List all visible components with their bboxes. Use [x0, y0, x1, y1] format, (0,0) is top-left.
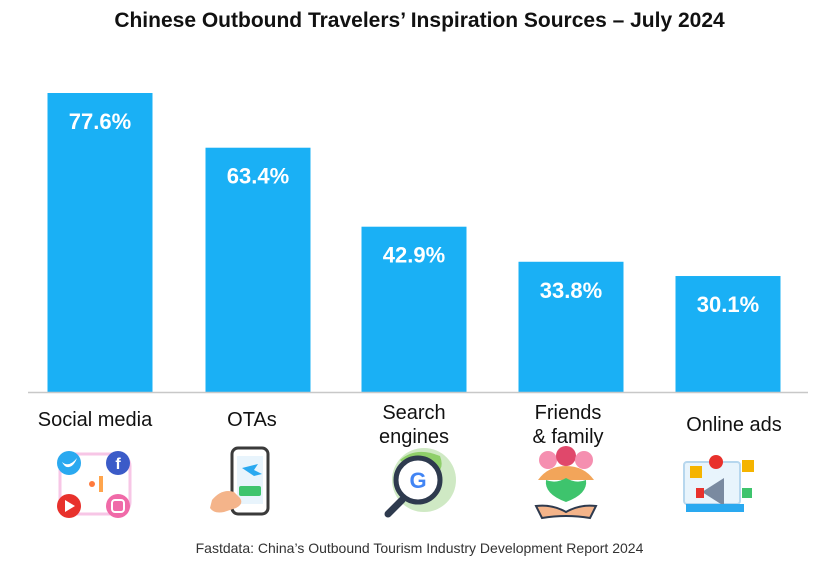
- social-media-icon: f: [57, 451, 132, 518]
- bar-value-label: 30.1%: [697, 292, 759, 317]
- category-label: Social media: [38, 409, 153, 431]
- category-icons: f G: [57, 446, 754, 520]
- bar-value-label: 33.8%: [540, 278, 602, 303]
- category-label: Online ads: [686, 414, 782, 436]
- source-note: Fastdata: China’s Outbound Tourism Indus…: [195, 540, 644, 556]
- bar-value-label: 42.9%: [383, 243, 445, 268]
- bar-5: [675, 276, 781, 392]
- svg-text:G: G: [409, 468, 426, 493]
- bar-4: [518, 261, 624, 392]
- category-label: OTAs: [227, 409, 277, 431]
- bar-value-label: 77.6%: [69, 109, 131, 134]
- chart-title: Chinese Outbound Travelers’ Inspiration …: [114, 9, 725, 32]
- mobile-booking-icon: [210, 446, 270, 516]
- category-labels: Social media OTAs Search engines Friends & fa…: [38, 402, 782, 448]
- bar-1: [47, 93, 153, 392]
- friends-family-icon: [534, 446, 598, 520]
- bars-layer: 77.6% 63.4% 42.9% 33.8% 30.1%: [47, 93, 781, 392]
- category-label: Friends & family: [532, 402, 603, 448]
- bar-2: [205, 147, 311, 392]
- bar-3: [361, 226, 467, 392]
- search-engine-icon: G: [384, 448, 456, 518]
- category-label: Search engines: [379, 402, 449, 448]
- svg-text:f: f: [115, 456, 121, 473]
- bar-value-label: 63.4%: [227, 164, 289, 189]
- online-ads-icon: [683, 455, 754, 512]
